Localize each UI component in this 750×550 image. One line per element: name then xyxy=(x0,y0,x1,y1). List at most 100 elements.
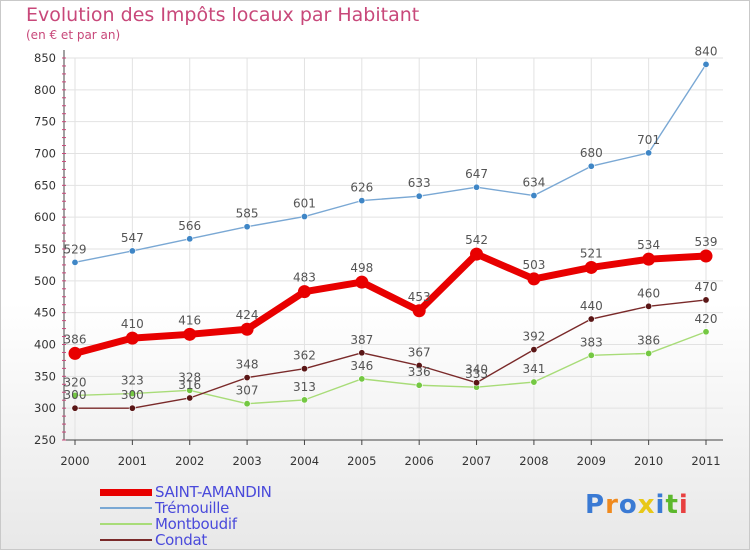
y-tick-label: 600 xyxy=(34,210,56,224)
data-point-0 xyxy=(355,275,369,289)
data-label-1: 680 xyxy=(580,146,603,160)
data-label-1: 626 xyxy=(350,181,373,195)
proxiti-logo: Proxiti xyxy=(585,490,689,520)
data-label-1: 840 xyxy=(695,44,718,58)
legend-label: Montboudif xyxy=(155,515,237,533)
data-label-3: 367 xyxy=(408,346,431,360)
data-point-2 xyxy=(645,349,653,357)
data-point-0 xyxy=(240,322,254,336)
x-tick-label: 2006 xyxy=(405,454,434,468)
data-point-1 xyxy=(186,235,194,243)
data-point-1 xyxy=(473,183,481,191)
data-point-0 xyxy=(412,304,426,318)
data-label-1: 585 xyxy=(236,207,259,221)
data-point-0 xyxy=(68,346,82,360)
data-point-1 xyxy=(358,197,366,205)
data-point-2 xyxy=(415,381,423,389)
x-tick-label: 2011 xyxy=(691,454,720,468)
data-point-1 xyxy=(415,192,423,200)
x-tick-label: 2000 xyxy=(60,454,89,468)
data-point-3 xyxy=(243,374,251,382)
data-label-2: 383 xyxy=(580,335,603,349)
data-label-3: 387 xyxy=(350,333,373,347)
data-label-1: 633 xyxy=(408,176,431,190)
data-point-1 xyxy=(702,60,710,68)
logo-letter: r xyxy=(605,490,619,520)
data-label-0: 483 xyxy=(293,271,316,285)
data-label-2: 386 xyxy=(637,333,660,347)
data-label-0: 542 xyxy=(465,233,488,247)
data-point-1 xyxy=(243,223,251,231)
legend-swatch xyxy=(100,507,152,509)
y-tick-label: 850 xyxy=(34,51,56,65)
data-label-1: 529 xyxy=(64,242,87,256)
data-label-2: 307 xyxy=(236,384,259,398)
logo-letter: x xyxy=(637,490,656,520)
data-point-0 xyxy=(470,247,484,261)
series-layer xyxy=(68,60,713,412)
y-tick-label: 650 xyxy=(34,178,56,192)
chart-title: Evolution des Impôts locaux par Habitant xyxy=(26,4,420,26)
data-point-2 xyxy=(71,391,79,399)
data-point-2 xyxy=(186,386,194,394)
logo-letter: i xyxy=(655,490,666,520)
data-label-1: 601 xyxy=(293,197,316,211)
data-point-3 xyxy=(702,296,710,304)
data-point-1 xyxy=(530,192,538,200)
data-point-1 xyxy=(645,149,653,157)
data-label-2: 320 xyxy=(64,375,87,389)
data-point-1 xyxy=(71,258,79,266)
data-point-3 xyxy=(128,404,136,412)
data-label-3: 348 xyxy=(236,358,259,372)
data-point-0 xyxy=(584,260,598,274)
series-line-2 xyxy=(74,331,707,405)
data-label-2: 346 xyxy=(350,359,373,373)
data-point-1 xyxy=(587,162,595,170)
data-label-2: 323 xyxy=(121,374,144,388)
data-label-0: 424 xyxy=(236,308,259,322)
x-tick-label: 2005 xyxy=(347,454,376,468)
logo-letter: t xyxy=(665,490,679,520)
y-tick-label: 550 xyxy=(34,242,56,256)
data-point-3 xyxy=(415,362,423,370)
data-label-0: 534 xyxy=(637,238,660,252)
legend-swatch xyxy=(100,539,152,541)
data-label-3: 362 xyxy=(293,349,316,363)
data-point-0 xyxy=(297,285,311,299)
data-point-3 xyxy=(530,346,538,354)
series-line-0 xyxy=(71,250,710,357)
data-label-1: 647 xyxy=(465,167,488,181)
data-label-3: 340 xyxy=(465,363,488,377)
x-tick-label: 2004 xyxy=(290,454,319,468)
data-label-3: 460 xyxy=(637,286,660,300)
legend-label: Condat xyxy=(155,531,207,549)
data-point-3 xyxy=(300,365,308,373)
y-tick-label: 400 xyxy=(34,338,56,352)
data-point-2 xyxy=(587,351,595,359)
data-point-1 xyxy=(300,213,308,221)
data-label-3: 300 xyxy=(64,388,87,402)
data-label-2: 336 xyxy=(408,365,431,379)
data-point-2 xyxy=(702,328,710,336)
x-tick-label: 2010 xyxy=(634,454,663,468)
legend-label: Trémouille xyxy=(155,499,230,517)
data-label-0: 416 xyxy=(178,313,201,327)
y-tick-label: 350 xyxy=(34,369,56,383)
y-tick-label: 800 xyxy=(34,83,56,97)
data-label-2: 313 xyxy=(293,380,316,394)
data-point-1 xyxy=(128,247,136,255)
data-point-3 xyxy=(587,315,595,323)
legend-swatch xyxy=(100,488,152,496)
x-tick-label: 2007 xyxy=(462,454,491,468)
data-label-0: 498 xyxy=(350,261,373,275)
y-tick-label: 700 xyxy=(34,147,56,161)
logo-letter: o xyxy=(618,490,638,520)
data-label-1: 547 xyxy=(121,231,144,245)
data-point-0 xyxy=(699,249,713,263)
data-point-3 xyxy=(358,349,366,357)
data-point-3 xyxy=(186,394,194,402)
data-point-3 xyxy=(645,302,653,310)
data-point-2 xyxy=(243,400,251,408)
